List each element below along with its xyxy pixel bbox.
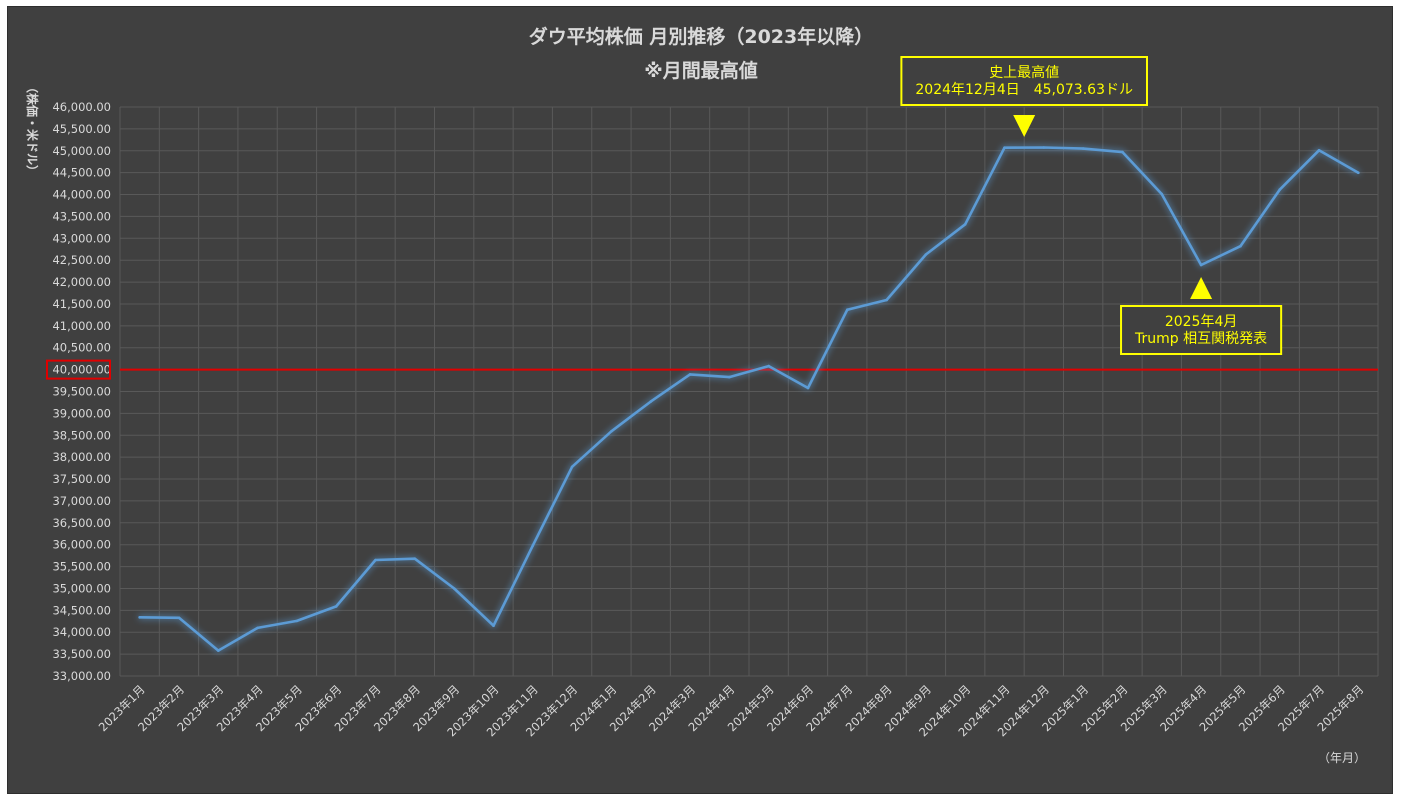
data-point — [1357, 171, 1360, 174]
y-tick-label: 44,500.00 — [52, 166, 111, 180]
y-tick-label: 37,500.00 — [52, 472, 111, 486]
data-point — [374, 558, 377, 562]
y-tick-label: 42,500.00 — [52, 253, 111, 267]
y-tick-label: 38,500.00 — [52, 428, 111, 442]
chart-title: ダウ平均株価 月別推移（2023年以降） — [529, 25, 874, 48]
data-point — [1239, 244, 1242, 248]
data-point — [610, 430, 613, 433]
y-tick-label: 35,000.00 — [52, 581, 111, 595]
data-point — [728, 375, 731, 379]
y-tick-label: 33,500.00 — [52, 647, 111, 661]
annotation-text: Trump 相互関税発表 — [1134, 331, 1267, 347]
reference-line-group — [46, 359, 1378, 380]
data-point — [1278, 188, 1281, 191]
y-tick-label: 45,500.00 — [52, 122, 111, 136]
data-point — [963, 223, 967, 226]
annotation-text: 2024年12月4日 45,073.63ドル — [915, 82, 1133, 98]
y-tick-label: 39,500.00 — [52, 385, 111, 399]
y-tick-label: 43,000.00 — [52, 231, 111, 245]
data-point — [334, 605, 338, 608]
y-tick-label: 40,500.00 — [52, 341, 111, 355]
data-point — [1003, 146, 1006, 149]
y-tick-label: 36,500.00 — [52, 516, 111, 530]
data-point — [256, 626, 259, 630]
data-point — [1199, 263, 1203, 267]
annotation-box — [900, 56, 1148, 106]
y-tick-label: 35,500.00 — [52, 560, 111, 574]
data-point — [217, 649, 220, 652]
annotation-text: 史上最高値 — [989, 64, 1059, 81]
data-point — [570, 465, 574, 469]
y-tick-label: 37,000.00 — [52, 494, 111, 508]
y-tick-label: 44,000.00 — [52, 188, 111, 202]
data-point — [531, 544, 535, 547]
series-group — [138, 146, 1360, 652]
series-line — [138, 146, 1360, 652]
y-tick-label: 39,000.00 — [52, 406, 111, 420]
x-axis-label: （年月） — [1318, 751, 1366, 765]
y-tick-label: 34,500.00 — [52, 603, 111, 617]
y-axis-label: （株価・米ドル） — [25, 81, 40, 177]
data-point — [492, 624, 495, 627]
data-point — [1042, 146, 1046, 149]
y-tick-label: 38,000.00 — [52, 450, 111, 464]
data-point — [1160, 192, 1164, 196]
y-axis-ticks: 33,000.00 33,500.00 34,000.00 34,500.00 35,0… — [52, 100, 111, 683]
data-point — [924, 253, 928, 256]
chart-subtitle: ※月間最高値 — [644, 59, 757, 82]
annotation-text: 2025年4月 — [1165, 314, 1238, 330]
chart-area: ダウ平均株価 月別推移（2023年以降） ※月間最高値 33,000.00 33,… — [7, 6, 1393, 794]
y-tick-label: 36,000.00 — [52, 538, 111, 552]
data-point — [295, 619, 299, 623]
annotation-marker — [1190, 277, 1213, 300]
data-point — [452, 587, 456, 590]
y-tick-label: 41,000.00 — [52, 319, 111, 333]
data-point — [846, 308, 849, 312]
data-point — [688, 373, 692, 376]
annotation-box — [1120, 305, 1283, 356]
y-tick-label: 33,000.00 — [52, 669, 111, 683]
data-point — [177, 616, 181, 620]
data-point — [1121, 150, 1124, 154]
data-point — [885, 298, 888, 302]
grid — [119, 106, 1379, 677]
y-tick-label: 45,000.00 — [52, 144, 111, 158]
x-axis-ticks: 2023年1月2023年2月2023年3月2023年4月2023年5月2023年… — [96, 682, 1367, 739]
data-point — [413, 557, 417, 560]
y-tick-label: 34,000.00 — [52, 625, 111, 639]
y-tick-label: 46,000.00 — [52, 100, 111, 114]
data-point — [767, 364, 770, 368]
data-point — [649, 400, 652, 403]
data-point — [138, 616, 141, 619]
data-point — [806, 386, 810, 390]
data-point — [1317, 149, 1321, 152]
annotation-marker — [1013, 115, 1036, 137]
reference-tick-highlight — [46, 359, 111, 380]
y-tick-label: 40,000.00 — [52, 363, 111, 377]
y-tick-label: 43,500.00 — [52, 209, 111, 223]
data-point — [1081, 147, 1085, 150]
y-tick-label: 41,500.00 — [52, 297, 111, 311]
y-tick-label: 42,000.00 — [52, 275, 111, 289]
chart-svg: ダウ平均株価 月別推移（2023年以降） ※月間最高値 33,000.0033,… — [25, 25, 1379, 765]
